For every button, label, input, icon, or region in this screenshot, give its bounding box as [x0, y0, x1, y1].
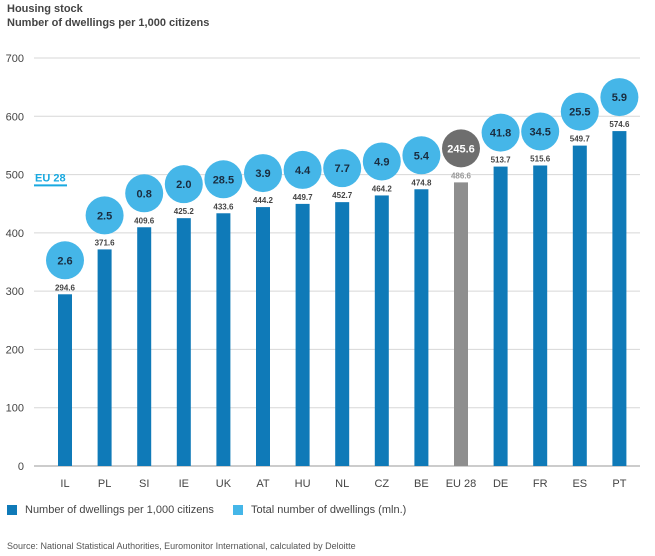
bubble-value-label: 2.5: [97, 210, 112, 222]
x-tick-label: PL: [98, 478, 111, 490]
bubble: [323, 149, 362, 188]
bubble-value-label: 41.8: [490, 128, 511, 140]
bubble: [164, 165, 203, 204]
eu28-reference-label: EU 28: [35, 172, 66, 184]
y-tick-label: 200: [6, 344, 24, 356]
bar: [256, 207, 270, 467]
x-tick-label: BE: [414, 478, 429, 490]
bubble-value-label: 4.4: [295, 165, 311, 177]
bubble-value-label: 0.8: [137, 188, 152, 200]
bubble-value-label: 2.6: [57, 255, 72, 267]
bubble: [600, 78, 639, 117]
bubble: [402, 136, 441, 175]
bubble: [481, 113, 520, 152]
bar-value-label: 409.6: [134, 216, 155, 225]
bubble: [521, 112, 560, 151]
x-tick-label: FR: [533, 478, 548, 490]
bar: [335, 202, 350, 466]
bar: [572, 145, 587, 466]
bar-chart: 0 100 200 300 400 500 600 700 EU 28 294.6 2.6 IL 371…: [6, 53, 640, 490]
bar: [97, 249, 112, 466]
bar-value-label: 513.7: [491, 156, 512, 165]
x-tick-label: CZ: [374, 478, 389, 490]
legend-item-dwellings-per-1000: Number of dwellings per 1,000 citizens: [7, 504, 214, 516]
bubble-value-label: 2.0: [176, 179, 191, 191]
chart-subtitle: Number of dwellings per 1,000 citizens: [7, 17, 210, 29]
bar: [374, 195, 389, 466]
bar: [137, 227, 152, 466]
y-tick-label: 700: [6, 53, 24, 65]
bar-value-label: 474.8: [411, 178, 432, 187]
bubble: [125, 174, 164, 213]
bar-value-label: 515.6: [530, 154, 551, 163]
y-tick-label: 600: [6, 111, 24, 123]
legend-swatch-dark-blue: [7, 505, 17, 515]
x-tick-label: SI: [139, 478, 149, 490]
bar: [295, 203, 310, 466]
y-tick-label: 100: [6, 403, 24, 415]
x-tick-label: DE: [493, 478, 508, 490]
bar-value-label: 433.6: [213, 202, 234, 211]
bubble-value-label: 5.9: [612, 92, 627, 104]
bar-value-label: 464.2: [372, 184, 393, 193]
bubble: [244, 154, 282, 193]
bubble: [46, 241, 84, 280]
legend-item-total-dwellings: Total number of dwellings (mln.): [233, 504, 406, 516]
bubble: [204, 160, 243, 199]
legend-label-total-dwellings: Total number of dwellings (mln.): [251, 504, 407, 516]
bar: [493, 166, 508, 466]
y-tick-label: 300: [6, 286, 24, 298]
bar-value-label: 449.7: [293, 193, 314, 202]
bubble: [362, 142, 401, 181]
bubble-value-label: 245.6: [447, 143, 475, 155]
bubble-value-label: 7.7: [335, 163, 350, 175]
legend-label-dwellings-per-1000: Number of dwellings per 1,000 citizens: [25, 504, 214, 516]
x-tick-label: IE: [179, 478, 189, 490]
bubble-value-label: 3.9: [255, 168, 270, 180]
bubble: [560, 92, 599, 131]
bar: [533, 165, 548, 466]
bubble-value-label: 4.9: [374, 156, 389, 168]
bubble: [442, 129, 480, 168]
legend-swatch-light-blue: [233, 505, 243, 515]
bar-value-label: 452.7: [332, 191, 353, 200]
bubble-value-label: 5.4: [414, 150, 430, 162]
bar-value-label: 444.2: [253, 196, 274, 205]
bar: [612, 131, 627, 467]
bubble: [85, 196, 124, 235]
bubble-value-label: 25.5: [569, 107, 590, 119]
bubble-value-label: 34.5: [529, 126, 550, 138]
bar: [176, 218, 191, 466]
source-note: Source: National Statistical Authorities…: [7, 541, 356, 551]
bar-value-label: 371.6: [95, 238, 116, 247]
bar: [414, 189, 429, 466]
x-tick-label: EU 28: [446, 478, 477, 490]
y-tick-label: 400: [6, 228, 24, 240]
x-tick-label: HU: [295, 478, 311, 490]
x-tick-label: ES: [572, 478, 587, 490]
bar-value-label: 574.6: [609, 120, 630, 129]
x-tick-label: UK: [216, 478, 232, 490]
y-tick-label: 0: [18, 461, 24, 473]
x-tick-label: AT: [256, 478, 270, 490]
bar-value-label: 549.7: [570, 135, 591, 144]
bubble-value-label: 28.5: [213, 174, 234, 186]
x-tick-label: NL: [335, 478, 349, 490]
bar-value-label: 425.2: [174, 207, 195, 216]
bar: [216, 213, 231, 466]
x-tick-label: IL: [60, 478, 69, 490]
bar: [58, 294, 72, 466]
bubble: [283, 150, 322, 189]
chart-title: Housing stock: [7, 3, 83, 15]
x-tick-label: PT: [612, 478, 626, 490]
bar: [454, 182, 468, 466]
y-tick-label: 500: [6, 170, 24, 182]
bar-value-label: 294.6: [55, 283, 76, 292]
bar-value-label: 486.6: [451, 171, 472, 180]
